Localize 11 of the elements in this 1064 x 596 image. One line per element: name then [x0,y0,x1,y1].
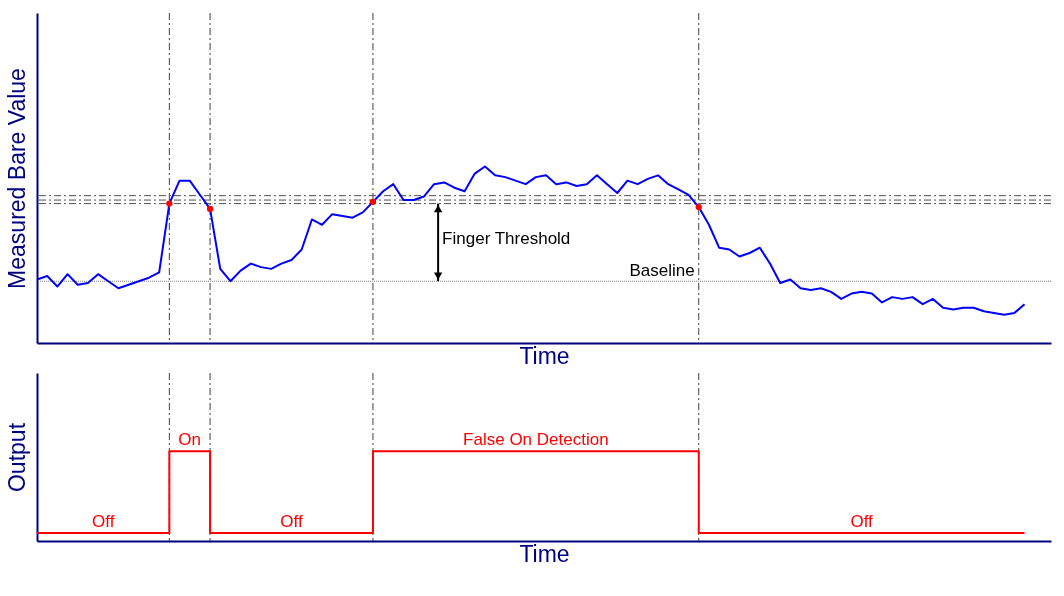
y-axis-title: Output [3,422,30,493]
x-axis-title: Time [519,540,570,567]
ref-line-label: Baseline [629,261,695,281]
text: On [178,430,202,450]
annotation: Finger Threshold [442,228,571,248]
x-axis-title: Time [519,342,570,369]
annotation: Off [280,511,303,531]
y-axis-title: Measured Bare Value [3,68,30,289]
annotation: Off [850,511,874,531]
annotation: Off [91,511,115,531]
text: False On Detection [463,430,609,450]
